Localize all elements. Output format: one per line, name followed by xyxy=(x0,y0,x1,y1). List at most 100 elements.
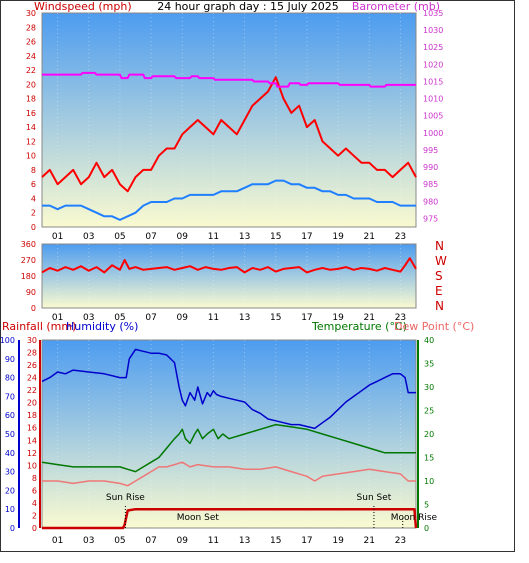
barometer-tick-label: 1020 xyxy=(423,60,443,69)
annotation-label: Moon Set xyxy=(177,513,220,523)
series-line-wind-speed xyxy=(42,179,416,221)
wind-tick-label: 8 xyxy=(31,166,36,175)
series-line-dew-point xyxy=(42,461,416,487)
rainfall-tick-label: 14 xyxy=(27,436,37,445)
x-tick-label: 13 xyxy=(239,536,250,546)
series-line-barometer xyxy=(42,71,416,88)
wind-tick-label: 16 xyxy=(26,109,36,118)
annotation-label: Moon Rise xyxy=(391,513,438,523)
x-tick-label: 03 xyxy=(83,536,94,546)
x-tick-label: 11 xyxy=(208,232,219,242)
humidity-tick-label: 20 xyxy=(5,486,15,495)
x-tick-label: 09 xyxy=(177,232,189,242)
direction-tick-label: 270 xyxy=(21,256,36,265)
rainfall-tick-label: 4 xyxy=(32,499,37,508)
humidity-tick-label: 100 xyxy=(0,336,15,345)
temperature-tick-label: 40 xyxy=(424,336,434,345)
compass-label: S xyxy=(435,269,443,283)
barometer-tick-label: 985 xyxy=(423,180,438,189)
barometer-tick-label: 1030 xyxy=(423,26,443,35)
wind-tick-label: 28 xyxy=(26,23,36,32)
x-tick-label: 01 xyxy=(52,313,63,323)
humidity-tick-label: 60 xyxy=(5,411,15,420)
weather-panel: Rainfall (mm) Humidity (%) Temperature (… xyxy=(0,320,474,546)
dewpoint-axis-title: Dew Point (°C) xyxy=(394,320,474,333)
weather-x-tick-labels: 01 03 05 07 09 11 13 15 17 19 21 23 xyxy=(52,340,406,546)
x-tick-label: 05 xyxy=(114,313,125,323)
wind-tick-label: 0 xyxy=(31,223,36,232)
rainfall-axis-title: Rainfall (mm) xyxy=(2,320,76,333)
x-tick-label: 21 xyxy=(364,313,375,323)
wind-tick-label: 22 xyxy=(26,66,36,75)
x-tick-label: 19 xyxy=(332,536,344,546)
x-tick-label: 07 xyxy=(145,232,156,242)
x-tick-label: 17 xyxy=(301,313,312,323)
direction-plot-area xyxy=(41,243,417,309)
chart-title: 24 hour graph day : 15 July 2025 xyxy=(157,0,339,13)
x-tick-label: 23 xyxy=(395,313,406,323)
temperature-tick-label: 20 xyxy=(424,430,434,439)
barometer-tick-label: 1035 xyxy=(423,9,443,18)
direction-series-group xyxy=(41,257,417,274)
annotation-label: Sun Rise xyxy=(106,493,145,503)
x-tick-label: 19 xyxy=(332,232,344,242)
x-tick-label: 07 xyxy=(145,536,156,546)
barometer-tick-label: 1015 xyxy=(423,77,443,86)
barometer-tick-label: 1010 xyxy=(423,95,443,104)
x-tick-label: 15 xyxy=(270,536,281,546)
compass-label: N xyxy=(435,299,444,313)
x-tick-label: 01 xyxy=(52,232,63,242)
wind-plot-area xyxy=(41,12,417,228)
barometer-tick-label: 990 xyxy=(423,163,438,172)
rainfall-tick-label: 24 xyxy=(27,374,37,383)
rainfall-tick-label: 30 xyxy=(27,336,37,345)
barometer-axis-title: Barometer (mb) xyxy=(352,0,440,13)
wind-tick-label: 26 xyxy=(26,38,36,47)
barometer-tick-label: 1025 xyxy=(423,43,443,52)
humidity-tick-label: 80 xyxy=(5,374,15,383)
annotation-label: Sun Set xyxy=(357,493,392,503)
direction-tick-labels: 0 90 180 270 360 xyxy=(21,240,36,313)
compass-label: N xyxy=(435,239,444,253)
barometer-tick-label: 995 xyxy=(423,146,438,155)
x-tick-label: 21 xyxy=(364,232,375,242)
temperature-tick-label: 10 xyxy=(424,477,434,486)
x-tick-label: 11 xyxy=(208,313,219,323)
x-tick-label: 01 xyxy=(52,536,63,546)
humidity-tick-label: 30 xyxy=(5,468,15,477)
rainfall-tick-label: 22 xyxy=(27,386,37,395)
x-tick-label: 03 xyxy=(83,232,94,242)
x-tick-label: 13 xyxy=(239,313,250,323)
rainfall-tick-label: 8 xyxy=(32,474,37,483)
humidity-tick-label: 70 xyxy=(5,392,15,401)
rainfall-tick-label: 20 xyxy=(27,399,37,408)
wind-tick-label: 4 xyxy=(31,194,36,203)
wind-tick-label: 2 xyxy=(31,209,36,218)
temperature-tick-label: 0 xyxy=(424,524,429,533)
temperature-tick-label: 5 xyxy=(424,501,429,510)
x-tick-label: 11 xyxy=(208,536,219,546)
temperature-tick-label: 35 xyxy=(424,360,434,369)
direction-tick-label: 360 xyxy=(21,240,36,249)
barometer-tick-label: 1000 xyxy=(423,129,443,138)
series-line-rainfall xyxy=(42,507,418,530)
x-tick-label: 07 xyxy=(145,313,156,323)
temperature-tick-labels: 0 5 10 15 20 25 30 35 40 xyxy=(424,336,434,533)
x-tick-label: 23 xyxy=(395,536,406,546)
weather-series-group xyxy=(41,348,418,530)
humidity-tick-label: 50 xyxy=(5,430,15,439)
x-tick-label: 15 xyxy=(270,232,281,242)
direction-tick-label: 90 xyxy=(26,288,36,297)
x-tick-label: 15 xyxy=(270,313,281,323)
wind-series-group xyxy=(41,71,417,221)
barometer-tick-label: 1005 xyxy=(423,112,443,121)
rainfall-tick-label: 16 xyxy=(27,424,37,433)
wind-tick-label: 14 xyxy=(26,123,36,132)
rainfall-tick-label: 18 xyxy=(27,411,37,420)
rainfall-tick-label: 2 xyxy=(32,511,37,520)
humidity-tick-labels: 0 10 20 30 40 50 60 70 80 90 100 xyxy=(0,336,15,533)
rainfall-tick-label: 10 xyxy=(27,461,37,470)
rainfall-tick-label: 12 xyxy=(27,449,37,458)
humidity-tick-label: 0 xyxy=(10,524,15,533)
astronomy-annotations: Sun Rise Moon Set Sun Set Moon Rise xyxy=(106,493,438,528)
